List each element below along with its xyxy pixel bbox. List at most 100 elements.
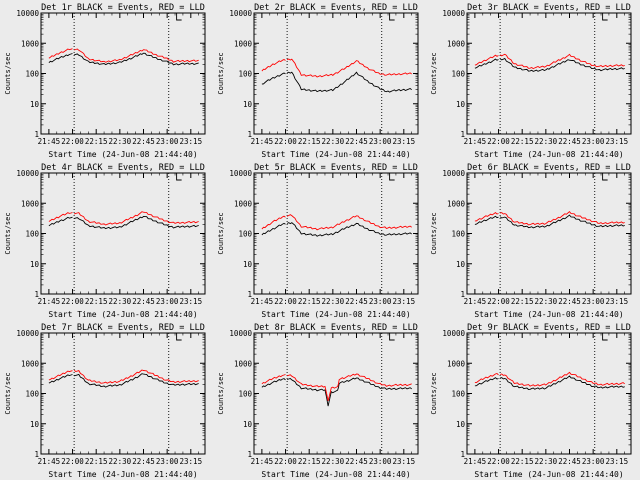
x-tick-label: 23:00: [156, 137, 179, 146]
series-line-lld: [261, 214, 412, 231]
detector-panel: Det 9r BLACK = Events, RED = LLD Start Ti…: [430, 323, 632, 479]
x-axis-label: Start Time (24-Jun-08 21:44:40): [48, 310, 197, 319]
bracket-marker: [602, 13, 608, 21]
y-tick-label: 100: [25, 230, 39, 239]
plot-title: Det 2r BLACK = Events, RED = LLD: [254, 3, 418, 13]
y-axis-label: Counts/sec: [4, 372, 12, 414]
plot-title: Det 4r BLACK = Events, RED = LLD: [41, 163, 205, 173]
plot-title: Det 6r BLACK = Events, RED = LLD: [467, 163, 631, 173]
x-tick-label: 22:15: [85, 297, 108, 306]
y-tick-label: 1000: [234, 199, 253, 208]
y-tick-label: 1000: [234, 359, 253, 368]
x-tick-label: 21:45: [38, 137, 61, 146]
x-axis-label: Start Time (24-Jun-08 21:44:40): [474, 150, 623, 159]
y-tick-label: 100: [238, 70, 252, 79]
series-line-events: [474, 57, 625, 72]
y-axis-label: Counts/sec: [217, 52, 225, 94]
y-tick-label: 10000: [16, 329, 39, 338]
x-tick-label: 21:45: [251, 457, 274, 466]
detector-panel: Det 3r BLACK = Events, RED = LLD Start Ti…: [430, 3, 632, 159]
x-tick-label: 22:30: [535, 137, 558, 146]
x-tick-label: 23:15: [606, 297, 629, 306]
x-tick-label: 21:45: [464, 457, 487, 466]
y-tick-label: 1: [460, 450, 465, 459]
plot-frame: [253, 332, 419, 455]
series-line-lld: [474, 210, 625, 226]
y-tick-label: 1: [247, 450, 252, 459]
x-tick-label: 23:00: [369, 137, 392, 146]
x-tick-label: 23:00: [369, 457, 392, 466]
x-tick-label: 22:45: [132, 137, 155, 146]
x-tick-label: 23:00: [582, 137, 605, 146]
y-tick-label: 10: [30, 420, 40, 429]
series-line-events: [261, 377, 412, 407]
y-tick-label: 100: [238, 230, 252, 239]
series-line-events: [48, 216, 199, 230]
y-tick-label: 10: [456, 100, 466, 109]
y-tick-label: 100: [238, 390, 252, 399]
y-tick-label: 100: [451, 70, 465, 79]
x-tick-label: 22:15: [85, 457, 108, 466]
x-tick-label: 22:15: [85, 137, 108, 146]
y-tick-label: 100: [25, 70, 39, 79]
bracket-marker: [389, 13, 395, 21]
y-axis-label: Counts/sec: [430, 52, 438, 94]
y-tick-label: 10: [243, 100, 253, 109]
plot-frame: [40, 172, 206, 295]
y-tick-label: 100: [451, 230, 465, 239]
detector-panel: Det 6r BLACK = Events, RED = LLD Start Ti…: [430, 163, 632, 319]
plot-title: Det 3r BLACK = Events, RED = LLD: [467, 3, 631, 13]
y-tick-label: 1: [247, 290, 252, 299]
y-axis-label: Counts/sec: [217, 212, 225, 254]
x-tick-label: 22:15: [298, 137, 321, 146]
x-tick-label: 22:45: [345, 297, 368, 306]
x-tick-label: 22:45: [345, 457, 368, 466]
x-tick-label: 22:00: [274, 457, 297, 466]
x-tick-label: 22:00: [487, 457, 510, 466]
plot-frame: [253, 172, 419, 295]
detector-panel: Det 4r BLACK = Events, RED = LLD Start Ti…: [4, 163, 206, 319]
x-tick-label: 22:30: [322, 457, 345, 466]
x-tick-label: 23:00: [369, 297, 392, 306]
series-line-lld: [474, 371, 625, 387]
plot-frame: [466, 172, 632, 295]
x-tick-label: 23:15: [393, 457, 416, 466]
x-tick-label: 22:30: [109, 297, 132, 306]
y-tick-label: 100: [25, 390, 39, 399]
series-line-lld: [261, 58, 412, 78]
x-tick-label: 22:15: [511, 297, 534, 306]
plot-frame: [40, 12, 206, 135]
y-tick-label: 1000: [447, 39, 466, 48]
y-tick-label: 1000: [21, 359, 40, 368]
bracket-marker: [389, 173, 395, 181]
x-axis-label: Start Time (24-Jun-08 21:44:40): [474, 470, 623, 479]
y-tick-label: 1000: [21, 199, 40, 208]
x-tick-label: 22:45: [558, 137, 581, 146]
x-tick-label: 21:45: [38, 457, 61, 466]
y-tick-label: 1000: [234, 39, 253, 48]
y-tick-label: 10: [456, 260, 466, 269]
y-tick-label: 10000: [229, 329, 252, 338]
y-tick-label: 10000: [229, 9, 252, 18]
detector-panel: Det 2r BLACK = Events, RED = LLD Start Ti…: [217, 3, 419, 159]
series-line-events: [48, 373, 199, 388]
y-tick-label: 1: [34, 290, 39, 299]
y-tick-label: 1: [460, 130, 465, 139]
y-tick-label: 10000: [16, 9, 39, 18]
series-line-lld: [48, 369, 199, 384]
x-tick-label: 22:15: [298, 297, 321, 306]
x-tick-label: 23:15: [180, 297, 203, 306]
x-tick-label: 21:45: [251, 297, 274, 306]
plot-frame: [466, 332, 632, 455]
bracket-marker: [176, 173, 182, 181]
series-line-lld: [474, 53, 625, 70]
y-axis-label: Counts/sec: [430, 372, 438, 414]
series-line-lld: [48, 211, 199, 226]
y-tick-label: 1000: [447, 199, 466, 208]
y-tick-label: 1: [460, 290, 465, 299]
detector-panel: Det 1r BLACK = Events, RED = LLD Start Ti…: [4, 3, 206, 159]
series-line-events: [474, 214, 625, 229]
plot-frame: [40, 332, 206, 455]
x-tick-label: 22:15: [511, 457, 534, 466]
